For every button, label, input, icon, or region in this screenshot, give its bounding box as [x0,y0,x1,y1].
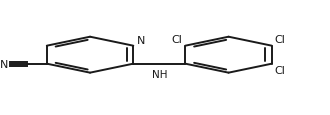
Text: N: N [0,59,9,69]
Text: NH: NH [151,69,167,79]
Text: N: N [137,36,145,46]
Text: Cl: Cl [172,35,183,45]
Text: Cl: Cl [274,66,285,75]
Text: Cl: Cl [274,35,285,45]
